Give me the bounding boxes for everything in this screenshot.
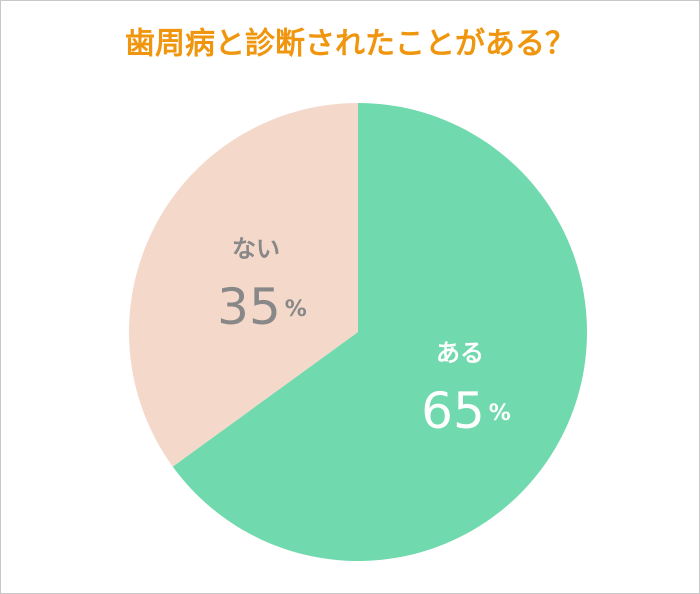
slice-label: ある xyxy=(436,339,484,367)
value-label: 65% xyxy=(421,381,511,439)
pie-slice xyxy=(129,103,358,467)
pie-slice xyxy=(172,103,587,561)
chart-title: 歯周病と診断されたことがある？ xyxy=(125,27,575,62)
value-label: 35% xyxy=(217,278,307,336)
slice-label: ない xyxy=(232,235,280,263)
